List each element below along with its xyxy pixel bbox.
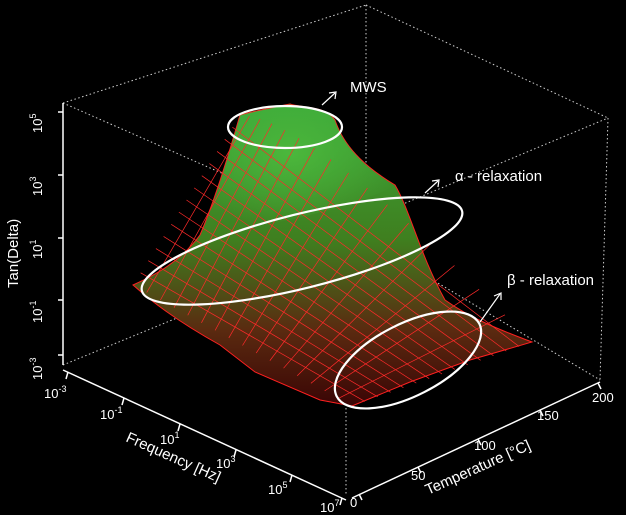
mesh-line <box>214 147 315 331</box>
x-tick-label: 107 <box>320 498 339 515</box>
z-tick-labels: 105 103 101 10-1 10-3 <box>28 114 45 380</box>
z-tick-label: 10-3 <box>28 358 45 380</box>
mesh-line <box>283 223 409 369</box>
temperature-axis <box>351 381 602 501</box>
annotations <box>140 104 483 410</box>
mesh-line <box>178 211 430 379</box>
mesh-line <box>193 187 456 370</box>
mesh-line <box>209 163 481 361</box>
frequency-axis <box>62 369 347 506</box>
y-tick-label: 200 <box>592 390 614 405</box>
mesh-line <box>255 187 368 354</box>
surface-mesh <box>140 115 520 402</box>
annotation-arrows <box>321 91 502 323</box>
annotation-alpha: α - relaxation <box>455 168 542 185</box>
z-tick-label: 10-1 <box>28 301 45 323</box>
surface <box>132 103 534 407</box>
x-tick-label: 105 <box>268 480 287 497</box>
mesh-line <box>228 159 332 339</box>
frequency-tick-labels: 10-3 10-1 101 103 105 107 <box>44 384 339 515</box>
mesh-line <box>171 223 417 384</box>
mesh-line <box>324 288 480 392</box>
mws-ellipse <box>226 104 344 150</box>
mesh-line <box>187 129 286 316</box>
annotation-mws: MWS <box>350 79 387 96</box>
y-tick-label: 0 <box>350 495 357 510</box>
mesh-line <box>224 139 507 352</box>
mesh-line <box>216 151 494 356</box>
alpha-ellipse <box>140 196 464 306</box>
mesh-line <box>297 243 432 376</box>
mesh-line <box>160 118 261 301</box>
z-tick-label: 105 <box>28 114 45 133</box>
mesh-line <box>140 272 366 402</box>
beta-ellipse <box>333 310 483 410</box>
mesh-line <box>201 175 468 366</box>
mesh-line <box>173 123 273 308</box>
mesh-line <box>232 126 520 347</box>
mesh-line <box>338 314 506 399</box>
x-tick-label: 103 <box>216 454 235 471</box>
surface-highlight <box>205 104 395 228</box>
y-tick-label: 50 <box>411 468 425 483</box>
z-tick-label: 101 <box>28 240 45 259</box>
mesh-line <box>242 172 349 346</box>
temperature-tick-labels: 0 50 100 150 200 <box>350 390 614 510</box>
annotation-beta: β - relaxation <box>507 272 594 289</box>
x-tick-label: 10-1 <box>100 405 122 422</box>
mesh-line <box>310 265 455 384</box>
z-axis-label: Tan(Delta) <box>5 219 22 288</box>
mesh-line <box>201 137 300 323</box>
y-tick-label: 100 <box>474 438 496 453</box>
z-axis <box>58 103 64 365</box>
mesh-line <box>155 248 391 393</box>
y-tick-label: 150 <box>537 408 559 423</box>
x-tick-label: 101 <box>160 430 179 447</box>
x-tick-label: 10-3 <box>44 384 66 401</box>
z-tick-label: 103 <box>28 177 45 196</box>
